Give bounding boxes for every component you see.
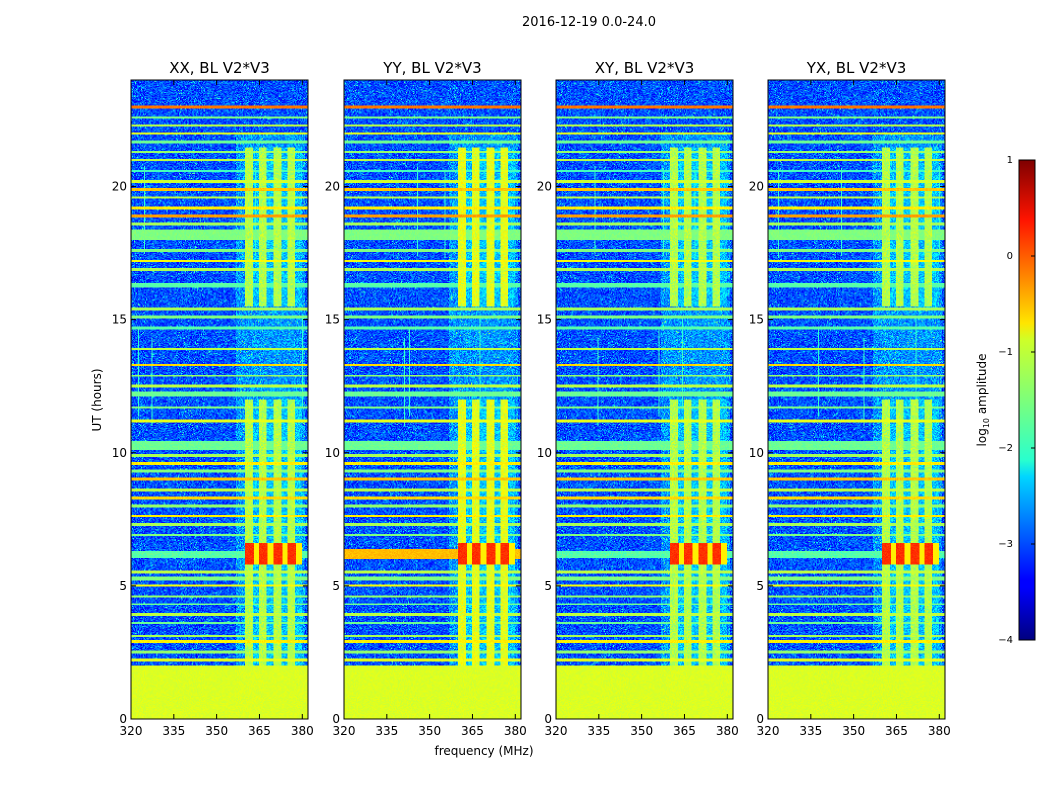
y-tick-label: 0 <box>756 712 764 726</box>
panel-frame <box>767 79 946 720</box>
panel-frame <box>130 79 309 720</box>
y-tick-label: 0 <box>119 712 127 726</box>
panel-title: YX, BL V2*V3 <box>806 59 907 77</box>
colorbar-label: log10 amplitude <box>975 354 991 447</box>
x-tick-label: 380 <box>716 724 739 738</box>
y-tick-label: 5 <box>332 579 340 593</box>
y-tick-label: 0 <box>332 712 340 726</box>
colorbar-scale <box>1018 159 1036 641</box>
x-tick-label: 350 <box>205 724 228 738</box>
panel-yx: YX, BL V2*V3 320 335 350 365 380 0 5 10 15 20 <box>749 59 951 738</box>
spectrogram-image <box>768 80 945 719</box>
x-tick-label: 320 <box>545 724 568 738</box>
x-tick-label: 365 <box>885 724 908 738</box>
y-tick-label: 15 <box>537 313 552 327</box>
panel-yy: YY, BL V2*V3 320 335 350 365 380 0 5 10 15 20 <box>325 59 527 738</box>
x-tick-label: 365 <box>461 724 484 738</box>
x-tick-label: 365 <box>673 724 696 738</box>
colorbar-label-rest: amplitude <box>975 354 989 418</box>
x-tick-label: 320 <box>757 724 780 738</box>
panel-title: XX, BL V2*V3 <box>169 59 270 77</box>
spectrogram-image <box>131 80 308 719</box>
spectrogram-image <box>344 80 521 719</box>
y-tick-label: 5 <box>119 579 127 593</box>
spectrogram-image <box>556 80 733 719</box>
x-tick-label: 380 <box>291 724 314 738</box>
x-tick-label: 320 <box>120 724 143 738</box>
figure-title: 2016-12-19 0.0-24.0 <box>522 15 656 30</box>
panel-xy: XY, BL V2*V3 320 335 350 365 380 0 5 10 15 20 <box>537 59 739 738</box>
y-tick-label: 0 <box>544 712 552 726</box>
y-tick-label: 10 <box>537 446 552 460</box>
y-axis-label: UT (hours) <box>90 368 104 431</box>
y-tick-label: 15 <box>325 313 340 327</box>
y-tick-label: 10 <box>749 446 764 460</box>
x-tick-label: 365 <box>248 724 271 738</box>
x-tick-label: 335 <box>375 724 398 738</box>
colorbar-tick-label: 1 <box>1007 155 1013 166</box>
x-tick-label: 350 <box>418 724 441 738</box>
colorbar: 10−1−2−3−4 log10 amplitude <box>975 155 1036 646</box>
y-tick-label: 15 <box>749 313 764 327</box>
colorbar-tick-label: −3 <box>998 539 1013 550</box>
y-tick-label: 5 <box>756 579 764 593</box>
x-tick-label: 335 <box>587 724 610 738</box>
y-tick-label: 10 <box>112 446 127 460</box>
y-tick-label: 20 <box>537 180 552 194</box>
y-tick-label: 5 <box>544 579 552 593</box>
x-tick-label: 335 <box>162 724 185 738</box>
x-tick-label: 320 <box>333 724 356 738</box>
colorbar-tick-label: −2 <box>998 443 1013 454</box>
y-tick-label: 10 <box>325 446 340 460</box>
panel-xx: XX, BL V2*V3 320 335 350 365 380 0 5 10 15 20 <box>112 59 314 738</box>
colorbar-tick-label: 0 <box>1007 251 1013 262</box>
y-tick-label: 20 <box>112 180 127 194</box>
panel-frame <box>555 79 734 720</box>
colorbar-label-subscript: 10 <box>982 418 991 428</box>
panel-title: XY, BL V2*V3 <box>595 59 695 77</box>
colorbar-ticks: 1 0 −1 −2 −3 −4 <box>998 155 1035 646</box>
y-tick-label: 20 <box>749 180 764 194</box>
x-tick-label: 380 <box>504 724 527 738</box>
x-tick-label: 350 <box>630 724 653 738</box>
colorbar-tick-label: −1 <box>998 347 1013 358</box>
colorbar-tick-label: −4 <box>998 635 1013 646</box>
x-tick-label: 380 <box>928 724 951 738</box>
y-tick-label: 15 <box>112 313 127 327</box>
panel-title: YY, BL V2*V3 <box>382 59 481 77</box>
panel-frame <box>343 79 522 720</box>
x-tick-label: 335 <box>799 724 822 738</box>
x-tick-label: 350 <box>842 724 865 738</box>
colorbar-label-main: log <box>975 428 989 446</box>
x-axis-label: frequency (MHz) <box>434 744 533 758</box>
y-tick-label: 20 <box>325 180 340 194</box>
